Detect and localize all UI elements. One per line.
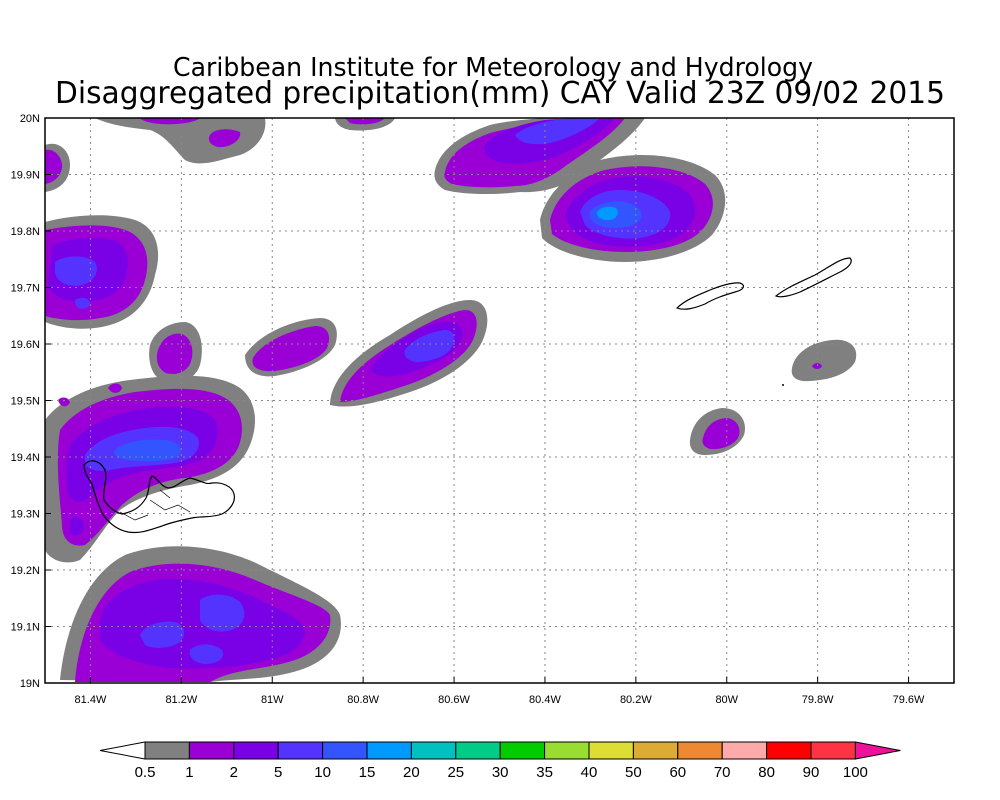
precip-cell [95,118,266,164]
legend-label: 30 [492,764,509,781]
precip-cell [791,339,857,382]
precip-cell [812,363,822,369]
precip-cell [189,644,224,664]
legend-swatch [499,741,546,760]
legend-swatch [322,741,368,760]
legend-swatch [455,741,501,760]
legend-swatch [588,741,634,760]
precipitation-fields [45,118,857,682]
y-tick-label: 19.8N [11,226,40,238]
y-tick-label: 19.1N [11,622,40,634]
legend-swatch [188,741,235,760]
legend-label: 90 [803,764,820,781]
legend-swatch [677,741,723,760]
precip-cell [252,326,330,372]
title-line-2: Disaggregated precipitation(mm) CAY Vali… [55,76,945,111]
precip-cell [45,489,62,516]
x-tick-label: 81.4W [75,694,107,706]
plot-frame [44,117,955,684]
legend-label: 35 [536,764,553,781]
legend-swatch [721,741,768,760]
legend-label: 25 [447,764,464,781]
legend-label: 1 [185,764,193,781]
legend-swatch [544,741,590,760]
precip-cell [200,594,245,632]
legend-label: 0.5 [135,764,156,781]
x-tick-label: 79.6W [893,694,925,706]
y-tick-label: 19.3N [11,509,40,521]
plot-area: 81.4W 81.2W 81W 80.8W 80.6W 80.4W 80.2W 80W 79.8… [11,113,955,706]
precip-cell [140,118,200,125]
precip-layer-15 [596,206,618,221]
y-tick-label: 19.2N [11,565,40,577]
legend-label: 80 [758,764,775,781]
x-tick-label: 80.6W [438,694,470,706]
x-tick-label: 80W [715,694,738,706]
legend-swatch [366,741,412,760]
precip-cell [596,206,618,221]
legend-swatch [144,741,190,760]
legend-label: 40 [581,764,598,781]
y-tick-label: 19N [20,678,40,690]
legend-swatch [810,741,856,760]
x-tick-label: 80.8W [347,694,379,706]
legend-label: 70 [714,764,731,781]
x-tick-label: 80.2W [620,694,652,706]
title-line-1: Caribbean Institute for Meteorology and … [173,53,813,83]
legend-swatch [766,741,812,760]
legend-swatch [233,741,279,760]
y-tick-label: 19.9N [11,170,40,182]
x-axis-tick-labels: 81.4W 81.2W 81W 80.8W 80.6W 80.4W 80.2W 80W 79.8… [75,694,926,706]
legend-swatch [632,741,679,760]
precip-cell [345,118,385,125]
legend-label: 10 [314,764,331,781]
precip-cell [404,330,455,362]
y-tick-label: 20N [20,113,40,125]
legend-start-triangle [99,741,146,760]
island-cayman-brac [675,282,745,310]
precip-cell [55,256,97,286]
legend-label: 2 [230,764,238,781]
x-tick-label: 80.4W [529,694,561,706]
legend-end-triangle [854,741,901,760]
legend-swatch [410,741,457,760]
precip-cell [702,418,740,450]
x-tick-label: 79.8W [802,694,834,706]
precip-cell [208,129,241,148]
grid-lines [45,117,954,684]
legend-label: 60 [669,764,686,781]
islands [83,257,852,534]
x-tick-label: 81W [261,694,284,706]
legend-label: 20 [403,764,420,781]
legend-label: 100 [843,764,868,781]
precip-cell [108,383,122,393]
legend-label: 50 [625,764,642,781]
y-axis-tick-labels: 19N 19.1N 19.2N 19.3N 19.4N 19.5N 19.6N 19.7N 19… [11,113,40,690]
y-tick-label: 19.7N [11,283,40,295]
x-tick-label: 81.2W [165,694,197,706]
island-grand-cayman-inner [119,489,191,521]
y-tick-label: 19.5N [11,396,40,408]
precip-cell [45,149,63,184]
y-tick-label: 19.6N [11,339,40,351]
precip-cell [140,621,185,648]
island-little-cayman [774,257,852,298]
y-tick-label: 19.4N [11,452,40,464]
precip-cell [58,397,70,407]
color-legend: 0.5 1 2 5 10 15 20 25 30 35 40 50 60 70 80 90 100 [99,741,901,781]
precip-cell [515,118,600,145]
legend-swatch [277,741,324,760]
legend-label: 15 [359,764,376,781]
precip-cell [75,297,90,309]
legend-label: 5 [274,764,282,781]
island-grand-cayman [83,460,235,534]
precip-cell [70,517,84,536]
precip-cell [114,439,182,462]
